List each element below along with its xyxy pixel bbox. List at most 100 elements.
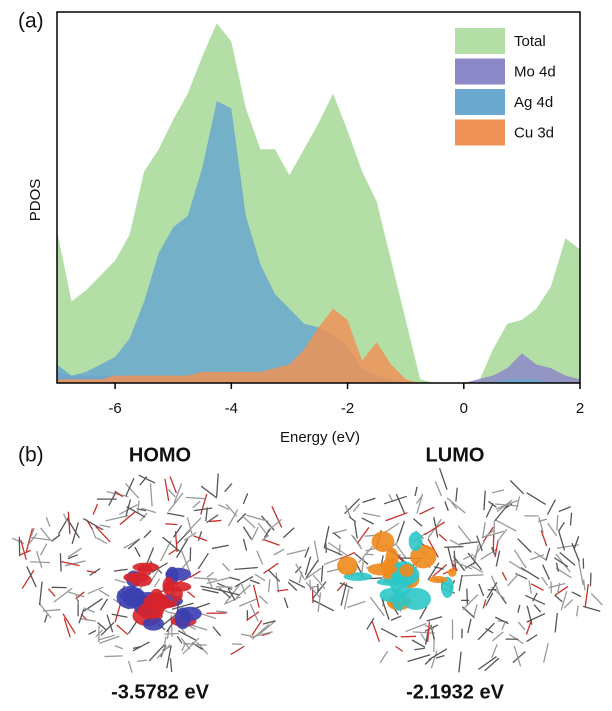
legend-label: Total [514, 33, 546, 50]
orbital-lobe [117, 586, 144, 609]
bond [229, 577, 240, 580]
bond [518, 605, 520, 613]
bond [115, 646, 123, 649]
bond [87, 571, 96, 573]
bond [333, 533, 340, 539]
bond [269, 579, 270, 592]
bond [274, 549, 284, 555]
bond [27, 566, 36, 587]
bond [83, 519, 103, 530]
bond [579, 562, 583, 585]
bond [363, 513, 380, 517]
bond [507, 574, 518, 586]
bond [439, 534, 446, 541]
bond [272, 506, 282, 527]
bond [173, 525, 181, 537]
bond [459, 542, 477, 544]
orbital-lobe [400, 564, 414, 577]
bond [384, 523, 399, 533]
bond [564, 599, 573, 608]
bond [287, 550, 306, 555]
bond [425, 659, 431, 665]
bond [168, 489, 175, 497]
bond [243, 527, 251, 539]
bond [313, 600, 334, 611]
bond [574, 536, 578, 548]
bond [167, 513, 184, 516]
x-tick-label: -6 [108, 400, 121, 417]
bond [193, 501, 201, 508]
legend-swatch [455, 59, 505, 85]
bond [114, 569, 128, 571]
bond [372, 621, 379, 641]
bond [209, 520, 221, 521]
bond [548, 523, 557, 536]
bond [252, 527, 259, 540]
bond [100, 599, 107, 610]
bond [420, 507, 435, 514]
panel-label: (a) [18, 10, 44, 33]
bond [349, 517, 356, 522]
bond [527, 493, 546, 505]
bond [355, 522, 358, 538]
bond [456, 488, 457, 502]
bond [417, 494, 423, 513]
orbital-lobe [337, 557, 358, 576]
orbital-lobe [368, 563, 398, 575]
bond [546, 548, 550, 560]
bond [324, 526, 329, 548]
bond [284, 598, 287, 608]
bond [486, 503, 493, 517]
bond [310, 580, 311, 590]
bond [96, 526, 111, 542]
legend-label: Cu 3d [514, 124, 554, 141]
bond [450, 540, 460, 546]
bond [468, 619, 471, 633]
molecule-images [12, 468, 602, 673]
bond [169, 493, 183, 511]
bond [212, 545, 229, 548]
bond [115, 580, 126, 583]
bond [72, 522, 78, 544]
bond [428, 622, 430, 642]
bond [534, 605, 541, 612]
bond [502, 622, 505, 630]
y-axis-label: PDOS [27, 179, 44, 222]
orbital-energy: -2.1932 eV [406, 681, 505, 703]
bond [436, 655, 444, 658]
legend-swatch [455, 120, 505, 146]
legend-swatch [455, 89, 505, 115]
bond [12, 538, 24, 543]
orbital-lobe [150, 589, 163, 603]
bond [467, 589, 468, 606]
orbital-lobe [377, 578, 407, 586]
bond [572, 592, 581, 597]
bond [483, 522, 486, 538]
bond [40, 582, 42, 605]
bond [263, 539, 280, 545]
bond [408, 655, 431, 662]
orbital-lobe [429, 576, 447, 583]
bond [421, 634, 426, 641]
x-tick-label: -2 [341, 400, 354, 417]
bond [353, 504, 359, 512]
bond [459, 652, 461, 672]
bond [495, 617, 508, 624]
bond [544, 643, 549, 662]
bond [243, 539, 246, 551]
orbital-lobe [448, 568, 457, 577]
orbital-lobe [175, 608, 191, 630]
orbital-label: HOMO [129, 444, 191, 466]
bond [305, 547, 309, 557]
bond [518, 622, 525, 630]
bond [201, 494, 207, 514]
bond [48, 589, 55, 597]
bond [415, 487, 417, 496]
bond [93, 504, 97, 514]
bond [198, 553, 208, 569]
orbital-lobe [123, 572, 148, 582]
bond [138, 501, 139, 513]
bond [104, 656, 122, 657]
bond [99, 590, 109, 596]
bond [431, 651, 437, 669]
